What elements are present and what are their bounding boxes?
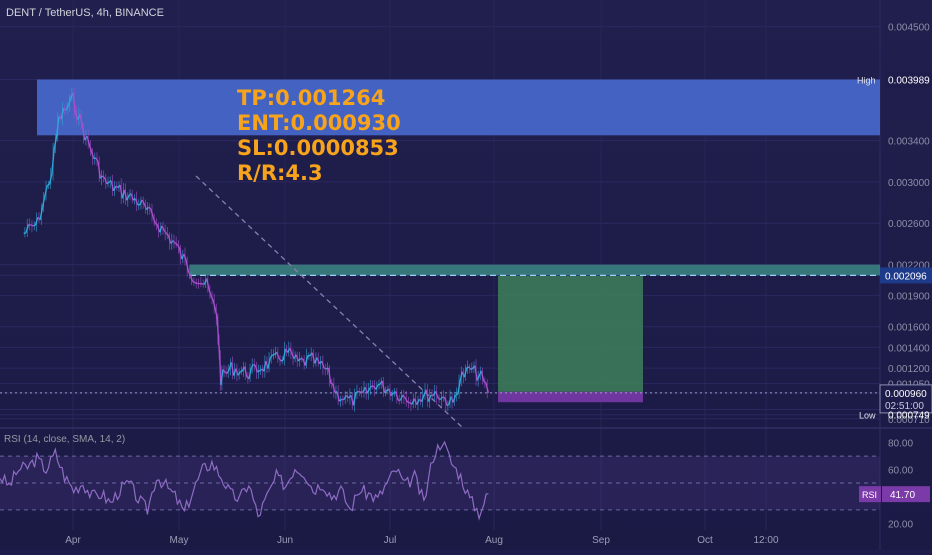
y-tick-label: 0.001600 [888, 323, 930, 334]
low-value-label: 0.000749 [888, 411, 930, 422]
high-value-label: 0.003989 [888, 76, 930, 87]
x-tick-label: Oct [697, 535, 713, 546]
y-tick-label: 0.001900 [888, 292, 930, 303]
current-value-label: 0.000960 [885, 389, 927, 400]
rsi-value-label: 41.70 [890, 490, 915, 501]
rsi-y-tick-label: 80.00 [888, 439, 913, 450]
rsi-y-tick-label: 20.00 [888, 519, 913, 530]
x-tick-label: May [170, 535, 189, 546]
trade-annotation: TP:0.001264 ENT:0.000930 SL:0.0000853 R/… [237, 86, 401, 186]
x-tick-label: Jul [384, 535, 397, 546]
x-tick-label: 12:00 [753, 535, 778, 546]
y-tick-label: 0.002600 [888, 219, 930, 230]
y-tick-label: 0.003000 [888, 178, 930, 189]
entry-zone-box [190, 265, 880, 276]
rsi-indicator-title: RSI (14, close, SMA, 14, 2) [4, 434, 125, 445]
x-tick-label: Aug [485, 535, 503, 546]
y-tick-label: 0.003400 [888, 136, 930, 147]
symbol-title: DENT / TetherUS, 4h, BINANCE [6, 7, 164, 19]
x-tick-label: Apr [65, 535, 81, 546]
stop-loss-box [498, 392, 643, 402]
profit-target-box [498, 276, 643, 392]
risk-reward-label: R/R:4.3 [237, 161, 401, 186]
rsi-y-tick-label: 60.00 [888, 466, 913, 477]
y-tick-label: 0.001400 [888, 343, 930, 354]
stop-loss-label: SL:0.0000853 [237, 136, 401, 161]
entry-label: ENT:0.000930 [237, 111, 401, 136]
high-tag-label: High [857, 76, 876, 86]
x-tick-label: Sep [592, 535, 610, 546]
x-tick-label: Jun [277, 535, 293, 546]
rsi-tag-label: RSI [862, 490, 877, 500]
take-profit-label: TP:0.001264 [237, 86, 401, 111]
y-tick-label: 0.001200 [888, 364, 930, 375]
level-value-label: 0.002096 [885, 271, 927, 282]
high-zone-box [37, 80, 880, 136]
y-tick-label: 0.004500 [888, 23, 930, 34]
low-tag-label: Low [859, 411, 876, 421]
